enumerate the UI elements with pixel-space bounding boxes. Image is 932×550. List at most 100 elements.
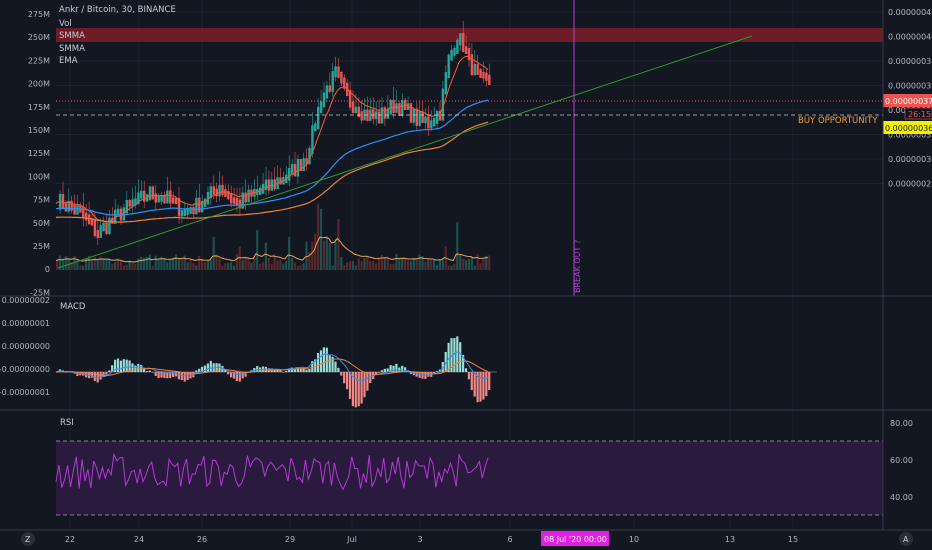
auto-scale-toggle[interactable] (899, 532, 913, 546)
candle-body (476, 63, 479, 75)
macd-histogram-bar (308, 369, 311, 372)
volume-bar (346, 262, 349, 270)
indicator-smma-1[interactable]: SMMA (59, 31, 85, 41)
macd-histogram-bar (325, 347, 328, 372)
candle-body (418, 111, 421, 126)
rsi-label[interactable]: RSI (60, 418, 74, 428)
macd-histogram-bar (389, 365, 392, 372)
candle-body (195, 197, 198, 215)
macd-histogram-bar (377, 372, 381, 373)
candle-body (218, 184, 221, 197)
time-tick-label: 24 (134, 535, 144, 544)
candle-body (383, 107, 387, 119)
macd-histogram-bar (230, 372, 233, 378)
price-tick-label: 0.00000042 (888, 8, 932, 17)
volume-bars (56, 204, 491, 270)
volume-bar (108, 259, 111, 270)
volume-bar (348, 261, 352, 270)
candle-body (314, 123, 317, 132)
candle-body (186, 207, 189, 215)
macd-tick-label: 0.00000001 (2, 319, 50, 328)
price-tick-label: 0.00000032 (888, 131, 932, 140)
volume-bar (169, 259, 172, 270)
volume-bar (218, 258, 221, 270)
macd-histogram-bar (244, 372, 247, 377)
smma-slow-line (55, 99, 489, 216)
candle-body (154, 193, 157, 203)
macd-histogram-bar (279, 370, 282, 372)
log-scale-label: Z (25, 535, 31, 544)
macd-histogram-bar (209, 360, 212, 372)
macd-histogram-bar (224, 369, 227, 372)
macd-histogram-bar (227, 372, 230, 375)
candle-body (174, 197, 178, 205)
macd-histogram-bar (180, 372, 183, 381)
macd-histogram-bar (116, 358, 120, 372)
log-scale-toggle[interactable] (21, 532, 35, 546)
volume-bar (70, 262, 73, 270)
macd-histogram-bar (198, 368, 201, 372)
macd-histogram-bar (453, 338, 456, 372)
candle-body (488, 74, 491, 85)
macd-histogram-bar (479, 372, 482, 402)
breakout-label: BREAK OUT ? (573, 240, 582, 293)
volume-bar (383, 257, 386, 270)
candle-body (166, 190, 169, 204)
time-tag-value: 08 Jul '20 00:00 (544, 535, 607, 544)
indicator-smma-2[interactable]: SMMA (59, 44, 85, 54)
macd-histogram-bar (169, 372, 172, 379)
macd-histogram-bar (357, 372, 360, 407)
macd-histogram-bar (221, 365, 224, 372)
candle-body (435, 111, 439, 124)
candle-body (198, 197, 201, 213)
indicator-vol[interactable]: Vol (59, 19, 72, 29)
rsi-tick-label: 40.00 (890, 493, 913, 502)
volume-tick-label: 225M (28, 56, 50, 65)
macd-histogram-bar (172, 372, 175, 377)
macd-histogram-bar (195, 370, 198, 372)
macd-histogram-bar (183, 372, 186, 382)
indicator-ema[interactable]: EMA (59, 56, 78, 66)
volume-bar (470, 257, 473, 270)
macd-histogram-bar (476, 372, 479, 403)
volume-bar (418, 254, 421, 270)
candle-body (224, 189, 227, 198)
volume-ma-line (55, 236, 489, 263)
volume-bar (276, 260, 279, 270)
time-axis[interactable]: 22 24 26 29 Jul 3 6 10 13 15 (65, 535, 798, 544)
volume-bar (482, 257, 485, 270)
candle-body (389, 99, 392, 115)
volume-bar (337, 218, 340, 270)
candle-body (459, 33, 462, 46)
volume-tick-label: 125M (28, 149, 50, 158)
candle-body (328, 85, 331, 92)
candle-body (96, 230, 99, 238)
macd-histogram-bar (111, 365, 114, 372)
candle-body (322, 92, 326, 108)
trendline[interactable] (57, 35, 753, 269)
volume-bar (386, 256, 389, 270)
volume-tick-label: 100M (28, 172, 50, 181)
macd-histogram-bar (288, 370, 291, 372)
volume-bar (404, 257, 407, 270)
candle-body (151, 186, 155, 200)
macd-label[interactable]: MACD (60, 302, 86, 312)
volume-bar (238, 246, 241, 270)
volume-bar (273, 254, 276, 270)
volume-tick-label: 150M (28, 126, 50, 135)
volume-bar (215, 254, 218, 270)
macd-histogram-bar (485, 372, 488, 397)
candle-body (293, 164, 297, 177)
time-tick-label: 26 (197, 535, 207, 544)
volume-bar (430, 260, 433, 270)
macd-histogram-bar (415, 372, 418, 377)
candle-body (105, 222, 108, 235)
volume-bar (85, 258, 88, 270)
volume-bar (305, 241, 308, 270)
volume-bar (354, 265, 357, 270)
macd-histogram-bar (174, 372, 178, 377)
macd-histogram-bar (273, 369, 276, 372)
candle-body (259, 187, 262, 195)
candle-body (430, 120, 433, 129)
